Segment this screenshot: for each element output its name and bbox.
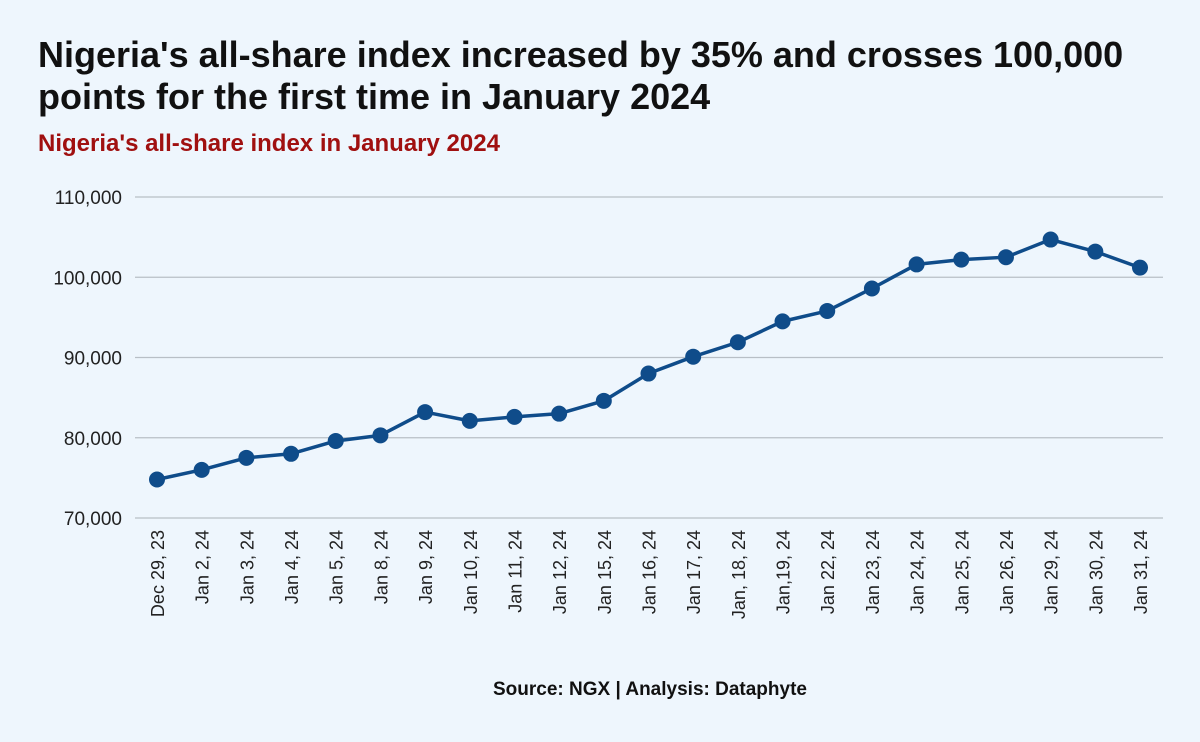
x-tick-label: Jan 4, 24	[282, 530, 302, 604]
data-point	[149, 471, 165, 488]
x-tick-label: Jan 23, 24	[863, 530, 883, 614]
x-tick-label: Jan,19, 24	[774, 530, 794, 614]
gridlines	[135, 196, 1163, 519]
x-tick-label: Jan 25, 24	[952, 530, 972, 614]
data-point	[283, 445, 300, 462]
data-point	[1087, 243, 1104, 260]
series-line-group	[155, 237, 1142, 482]
x-tick-label: Jan 8, 24	[371, 530, 391, 604]
data-point	[327, 432, 344, 449]
data-point	[997, 249, 1014, 266]
data-point	[238, 449, 255, 466]
data-point	[685, 348, 702, 365]
x-tick-label: Jan 31, 24	[1131, 530, 1151, 614]
data-point	[819, 302, 836, 319]
data-point	[1132, 259, 1148, 276]
x-tick-label: Jan 5, 24	[327, 530, 347, 604]
x-tick-label: Jan 22, 24	[818, 530, 838, 614]
x-tick-label: Jan 10, 24	[461, 530, 481, 614]
data-point	[595, 392, 612, 409]
y-axis-tick-labels: 70,000 80,000 90,000 100,000 110,000	[53, 188, 122, 530]
x-tick-label: Jan 15, 24	[595, 530, 615, 614]
y-tick-label: 80,000	[64, 429, 122, 450]
y-tick-label: 90,000	[64, 349, 122, 370]
data-point	[774, 313, 791, 330]
data-point	[863, 280, 880, 297]
data-point	[417, 404, 434, 421]
x-tick-label: Jan 11, 24	[505, 530, 525, 613]
x-tick-label: Jan 30, 24	[1086, 530, 1106, 614]
x-tick-label: Jan 3, 24	[237, 530, 257, 604]
x-tick-label: Jan 29, 24	[1042, 530, 1062, 614]
x-tick-label: Jan 12, 24	[550, 530, 570, 614]
y-tick-label: 100,000	[53, 268, 122, 289]
source-note: Source: NGX | Analysis: Dataphyte	[493, 679, 807, 700]
x-tick-label: Jan 24, 24	[908, 530, 928, 614]
data-point	[908, 256, 925, 273]
x-tick-label: Jan, 18, 24	[729, 530, 749, 619]
data-point	[1042, 231, 1059, 248]
chart-title: Nigeria's all-share index increased by 3…	[38, 34, 1124, 117]
x-tick-label: Jan 2, 24	[193, 530, 213, 604]
x-axis-tick-labels: Dec 29, 23 Jan 2, 24 Jan 3, 24 Jan 4, 24 Jan…	[148, 530, 1151, 619]
data-point	[729, 334, 746, 351]
data-points	[149, 231, 1148, 488]
data-point	[461, 412, 478, 429]
data-point	[193, 461, 210, 478]
series-line	[155, 237, 1142, 482]
x-tick-label: Jan 9, 24	[416, 530, 436, 604]
y-tick-label: 110,000	[55, 188, 122, 209]
y-tick-label: 70,000	[64, 509, 122, 530]
data-point	[506, 408, 523, 425]
chart-subtitle: Nigeria's all-share index in January 202…	[38, 130, 500, 157]
x-tick-label: Jan 16, 24	[640, 530, 660, 614]
x-tick-label: Dec 29, 23	[148, 530, 168, 617]
data-point	[640, 365, 657, 382]
data-point	[372, 427, 389, 444]
data-point	[551, 405, 568, 422]
data-point	[953, 251, 970, 268]
x-tick-label: Jan 26, 24	[997, 530, 1017, 614]
x-tick-label: Jan 17, 24	[684, 530, 704, 614]
